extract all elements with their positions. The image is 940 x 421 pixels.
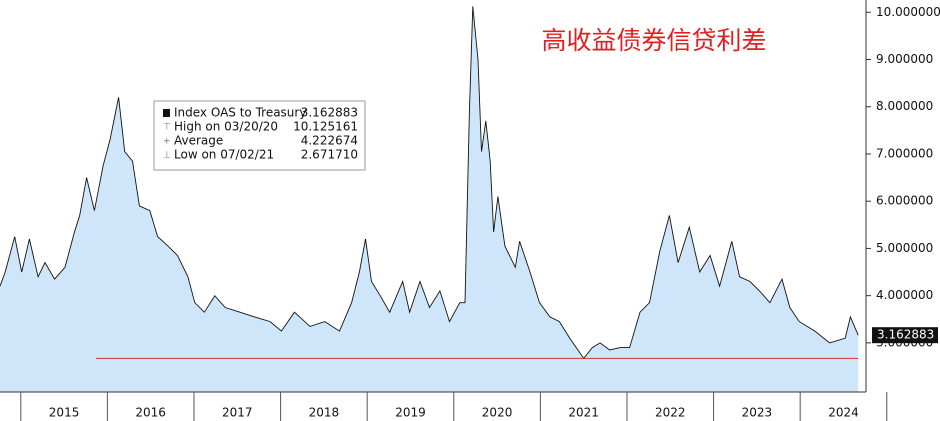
x-tick-label: 2015	[49, 406, 80, 420]
x-tick-label: 2016	[135, 406, 166, 420]
chart-title: 高收益债券信贷利差	[541, 26, 766, 55]
legend-swatch	[163, 109, 170, 117]
last-value-label: 3.162883	[877, 328, 934, 342]
last-value-badge	[872, 327, 938, 344]
x-tick-label: 2020	[482, 406, 513, 420]
y-tick-label: 10.000000	[876, 5, 940, 19]
legend-value: 3.162883	[301, 106, 358, 120]
x-tick-label: 2022	[655, 406, 686, 420]
area-fill	[0, 6, 859, 393]
x-tick-label: 2024	[828, 406, 859, 420]
legend-stat-label: Average	[174, 134, 223, 148]
y-tick-label: 5.000000	[876, 241, 933, 255]
y-tick-label: 7.000000	[876, 146, 933, 160]
y-tick-label: 4.000000	[876, 288, 933, 302]
legend-stat-value: 10.125161	[293, 120, 358, 134]
legend-icon: ⊤	[163, 123, 171, 133]
y-tick-label: 6.000000	[876, 194, 933, 208]
legend-stat-value: 2.671710	[301, 148, 358, 162]
x-tick-label: 2018	[309, 406, 340, 420]
x-tick-label: 2019	[395, 406, 426, 420]
x-tick-label: 2021	[568, 406, 599, 420]
legend-icon: +	[163, 137, 171, 147]
legend-icon: ⊥	[163, 151, 171, 161]
x-tick-label: 2017	[222, 406, 253, 420]
legend-stat-label: Low on 07/02/21	[174, 148, 274, 162]
y-tick-label: 8.000000	[876, 99, 933, 113]
legend-stat-value: 4.222674	[301, 134, 358, 148]
legend-stat-label: High on 03/20/20	[174, 120, 278, 134]
legend-box	[153, 100, 366, 171]
y-tick-label: 9.000000	[876, 52, 933, 66]
series-line	[0, 6, 859, 360]
x-tick-label: 2023	[742, 406, 773, 420]
legend-label: Index OAS to Treasury	[174, 106, 306, 120]
